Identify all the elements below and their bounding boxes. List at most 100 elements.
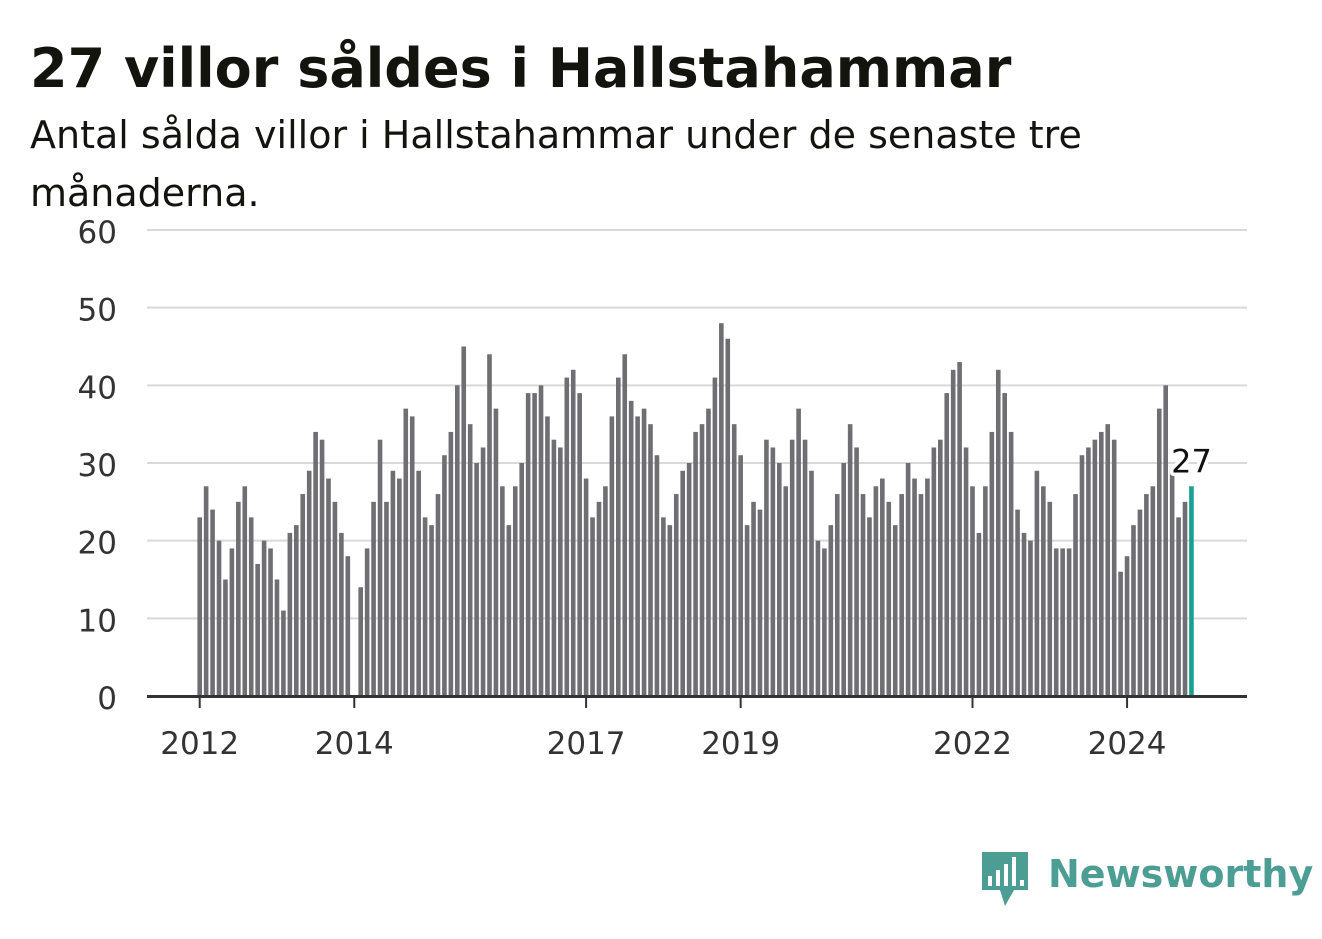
bar (1028, 540, 1033, 696)
bar (873, 486, 879, 696)
bar (1118, 571, 1123, 696)
bar (306, 470, 312, 696)
bar (422, 517, 428, 696)
bar (725, 338, 731, 696)
bar (867, 517, 872, 696)
bar (1086, 447, 1091, 696)
bar (925, 478, 930, 696)
bar (938, 439, 943, 696)
bar (1144, 494, 1149, 696)
bar (429, 525, 434, 696)
bar (976, 532, 982, 696)
bar (693, 431, 698, 696)
bar (944, 393, 950, 696)
bar (686, 463, 692, 696)
bar (1002, 393, 1007, 696)
bar (339, 532, 344, 696)
y-tick-label: 0 (97, 681, 117, 717)
bar (390, 470, 396, 696)
bar (770, 447, 776, 696)
bar (635, 416, 640, 696)
y-tick-label: 50 (78, 293, 117, 329)
bar (506, 525, 512, 696)
bar (796, 408, 801, 696)
x-tick-label: 2024 (1088, 726, 1167, 762)
brand-name: Newsworthy (1048, 852, 1314, 896)
bar (731, 424, 737, 696)
chart-title: 27 villor såldes i Hallstahammar (30, 37, 1012, 100)
bar (931, 447, 937, 696)
y-tick-label: 30 (78, 448, 117, 484)
bar (834, 494, 840, 696)
bar (1105, 424, 1111, 696)
bar (236, 501, 241, 696)
bar (480, 447, 486, 696)
bar (802, 439, 808, 696)
bar (815, 540, 821, 696)
bar (1066, 548, 1072, 696)
bar (551, 439, 557, 696)
axes: 0 10 20 30 40 50 60 2012 2014 2017 2019 2022 2024 (78, 215, 1247, 762)
bar (886, 501, 892, 696)
x-tick-label: 2012 (160, 726, 239, 762)
bar (332, 501, 338, 696)
bar (860, 494, 866, 696)
bar (229, 548, 235, 696)
bar-chart-speech-bubble-icon (982, 852, 1028, 906)
bar (448, 431, 454, 696)
bar-latest (1189, 486, 1194, 696)
bar (1034, 470, 1040, 696)
bar (628, 400, 634, 696)
bar-chart: 0 10 20 30 40 50 60 2012 2014 2017 2019 2022 2024 27 (78, 215, 1247, 762)
bar (377, 439, 383, 696)
bar (706, 408, 711, 696)
bar (899, 494, 904, 696)
bar (435, 494, 441, 696)
bar (500, 486, 505, 696)
bar (326, 478, 331, 696)
bar (918, 494, 924, 696)
bar (1182, 501, 1188, 696)
bar (274, 579, 280, 696)
bar (673, 494, 679, 696)
bar (242, 486, 248, 696)
bar (809, 470, 814, 696)
x-tick-label: 2022 (933, 726, 1012, 762)
bar (983, 486, 988, 696)
bar (203, 486, 209, 696)
bar (892, 525, 898, 696)
bar (519, 463, 524, 696)
bar (281, 610, 286, 696)
bar (950, 369, 956, 696)
bar (487, 354, 492, 696)
bar (1156, 408, 1162, 696)
bar (744, 525, 750, 696)
bar (512, 486, 518, 696)
bar (397, 478, 402, 696)
bar (1073, 494, 1078, 696)
bar (757, 509, 763, 696)
bar (905, 463, 911, 696)
bar (828, 525, 834, 696)
bars (197, 323, 1194, 696)
bar (764, 439, 769, 696)
bar (532, 393, 537, 696)
bar (248, 517, 254, 696)
x-tick-label: 2014 (315, 726, 394, 762)
bar (957, 362, 962, 696)
bar (854, 447, 859, 696)
y-tick-label: 20 (78, 526, 117, 562)
bar (345, 556, 351, 696)
bar (789, 439, 795, 696)
bar (1041, 486, 1046, 696)
bar (680, 470, 685, 696)
bar (216, 540, 222, 696)
bar (641, 408, 647, 696)
bar (493, 408, 499, 696)
bar (1008, 431, 1014, 696)
bar (442, 455, 447, 696)
bar (622, 354, 628, 696)
bar (738, 455, 743, 696)
bar (1137, 509, 1143, 696)
bar (416, 470, 421, 696)
